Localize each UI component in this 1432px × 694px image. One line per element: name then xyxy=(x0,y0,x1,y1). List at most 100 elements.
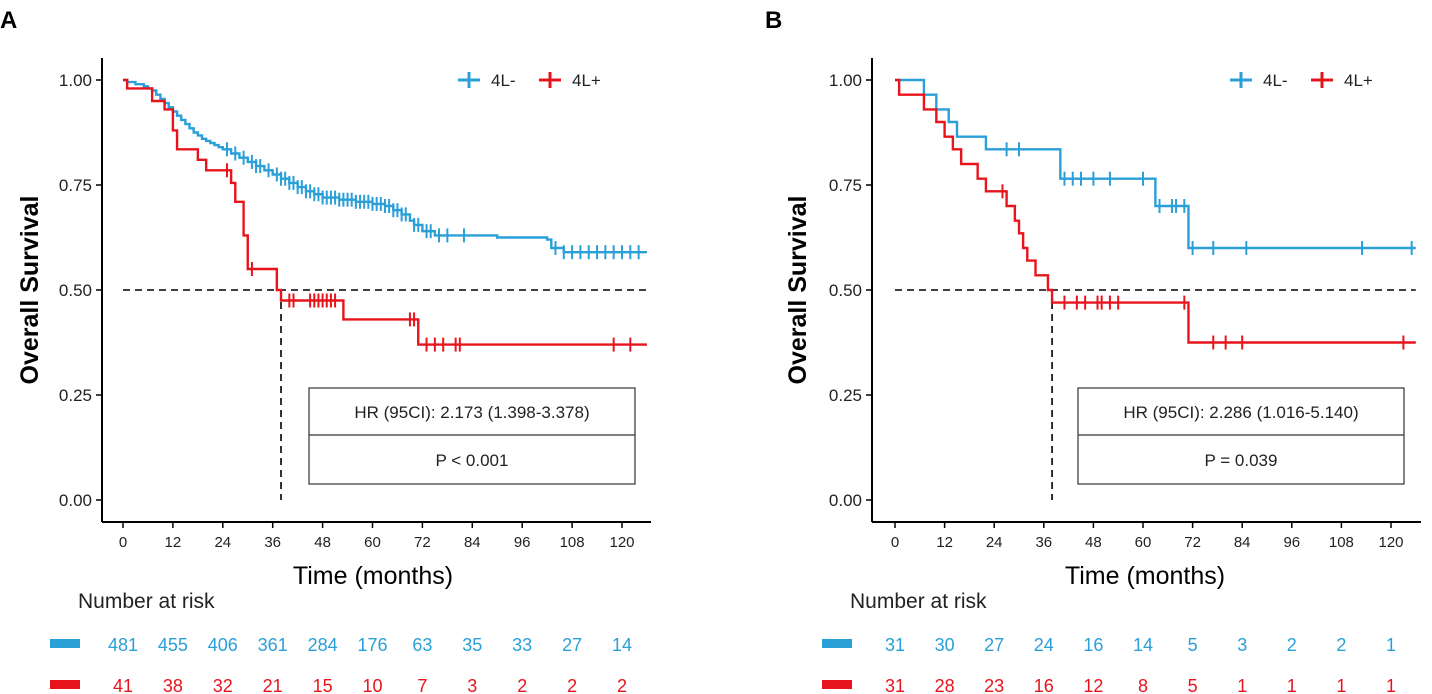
panel-b-y-ticks: 0.00 0.25 0.50 0.75 1.00 xyxy=(829,71,872,510)
x-tick-label: 12 xyxy=(165,534,182,551)
panel-a-censor-marks-4l-plus xyxy=(225,163,632,352)
risk-count: 1 xyxy=(1386,635,1396,655)
panel-b-legend-4l-minus-key xyxy=(1230,72,1252,88)
x-tick-label: 84 xyxy=(464,534,481,551)
panel-b-x-ticks: 0 12 24 36 48 60 72 84 96 108 120 xyxy=(891,522,1404,551)
panel-b-p-value-text: P = 0.039 xyxy=(1205,451,1278,470)
y-tick-label: 0.25 xyxy=(59,386,92,405)
x-tick-label: 120 xyxy=(609,534,634,551)
risk-count: 2 xyxy=(617,676,627,694)
x-tick-label: 60 xyxy=(1135,534,1152,551)
panel-a-risk-row-4l-minus-swatch xyxy=(50,639,80,648)
x-tick-label: 36 xyxy=(1035,534,1052,551)
panel-a-legend-4l-minus-key xyxy=(458,72,480,88)
panel-b: B Overall Survival 0.000.250.500.751.00 … xyxy=(765,7,1421,694)
x-tick-label: 120 xyxy=(1378,534,1403,551)
x-tick-label: 84 xyxy=(1234,534,1251,551)
panel-a-curve-4l-minus xyxy=(123,78,647,254)
risk-count: 35 xyxy=(462,635,482,655)
panel-b-risk-table-title: Number at risk xyxy=(850,590,987,613)
risk-count: 33 xyxy=(512,635,532,655)
risk-count: 10 xyxy=(362,676,382,694)
panel-b-legend-label-4l-plus: 4L+ xyxy=(1344,71,1373,90)
risk-count: 31 xyxy=(885,676,905,694)
y-tick-label: 1.00 xyxy=(829,71,862,90)
risk-count: 3 xyxy=(467,676,477,694)
x-tick-label: 24 xyxy=(214,534,231,551)
panel-b-censor-marks-4l-plus xyxy=(1001,184,1405,350)
risk-count: 2 xyxy=(1336,635,1346,655)
y-tick-label: 1.00 xyxy=(59,71,92,90)
risk-count: 12 xyxy=(1083,676,1103,694)
x-tick-label: 24 xyxy=(986,534,1003,551)
risk-count: 27 xyxy=(562,635,582,655)
risk-count: 14 xyxy=(1133,635,1153,655)
risk-count: 21 xyxy=(263,676,283,694)
panel-a-risk-row-4l-plus: 41 38 32 21 15 10 7 3 2 2 2 xyxy=(113,676,627,694)
panel-b-censor-marks-4l-minus xyxy=(1005,142,1413,255)
panel-a-legend-4l-plus-key xyxy=(539,72,561,88)
risk-count: 23 xyxy=(984,676,1004,694)
panel-a-stats-box: HR (95CI): 2.173 (1.398-3.378) P < 0.001 xyxy=(308,387,636,485)
x-tick-label: 12 xyxy=(936,534,953,551)
x-tick-label: 0 xyxy=(119,534,127,551)
x-tick-label: 48 xyxy=(1085,534,1102,551)
panel-b-curve-4l-minus xyxy=(895,78,1416,250)
y-tick-label: 0.75 xyxy=(59,176,92,195)
risk-count: 5 xyxy=(1188,635,1198,655)
risk-count: 2 xyxy=(567,676,577,694)
risk-count: 3 xyxy=(1237,635,1247,655)
y-tick-label: 0.00 xyxy=(829,491,862,510)
risk-count: 455 xyxy=(158,635,188,655)
risk-count: 14 xyxy=(612,635,632,655)
risk-count: 5 xyxy=(1188,676,1198,694)
risk-count: 1 xyxy=(1237,676,1247,694)
y-tick-label: 0.50 xyxy=(829,281,862,300)
risk-count: 63 xyxy=(412,635,432,655)
panel-a: A Overall Survival 0.000.250.500.751.00 … xyxy=(0,7,651,694)
panel-b-risk-row-4l-minus-swatch xyxy=(822,639,852,648)
panel-a-p-value-text: P < 0.001 xyxy=(436,451,509,470)
panel-a-y-axis-title: Overall Survival xyxy=(16,195,44,384)
risk-count: 41 xyxy=(113,676,133,694)
panel-a-hazard-ratio-text: HR (95CI): 2.173 (1.398-3.378) xyxy=(354,403,589,422)
x-tick-label: 60 xyxy=(364,534,381,551)
panel-a-risk-table-title: Number at risk xyxy=(78,590,215,613)
risk-count: 284 xyxy=(308,635,338,655)
x-tick-label: 96 xyxy=(1283,534,1300,551)
risk-count: 481 xyxy=(108,635,138,655)
x-tick-label: 36 xyxy=(264,534,281,551)
panel-b-stats-box: HR (95CI): 2.286 (1.016-5.140) P = 0.039 xyxy=(1077,387,1405,485)
risk-count: 2 xyxy=(1287,635,1297,655)
y-tick-label: 0.00 xyxy=(59,491,92,510)
risk-count: 31 xyxy=(885,635,905,655)
risk-count: 176 xyxy=(357,635,387,655)
panel-b-hazard-ratio-text: HR (95CI): 2.286 (1.016-5.140) xyxy=(1123,403,1358,422)
panel-b-legend-label-4l-minus: 4L- xyxy=(1263,71,1288,90)
panel-a-curve-4l-plus xyxy=(123,78,647,346)
panel-a-censor-marks-4l-minus xyxy=(225,142,640,260)
panel-a-legend: 4L- 4L+ xyxy=(458,71,601,90)
panel-b-label: B xyxy=(765,7,782,34)
risk-count: 16 xyxy=(1034,676,1054,694)
y-tick-label: 0.25 xyxy=(829,386,862,405)
risk-count: 1 xyxy=(1386,676,1396,694)
panel-a-risk-row-4l-plus-swatch xyxy=(50,680,80,689)
panel-b-curve-4l-plus xyxy=(895,78,1416,344)
risk-count: 15 xyxy=(313,676,333,694)
panel-a-y-ticks: 0.00 0.25 0.50 0.75 1.00 xyxy=(59,71,102,510)
risk-count: 24 xyxy=(1034,635,1054,655)
risk-count: 7 xyxy=(417,676,427,694)
risk-count: 27 xyxy=(984,635,1004,655)
panel-b-risk-row-4l-minus: 31 30 27 24 16 14 5 3 2 2 1 xyxy=(885,635,1396,655)
panel-a-legend-label-4l-plus: 4L+ xyxy=(572,71,601,90)
risk-count: 406 xyxy=(208,635,238,655)
risk-count: 1 xyxy=(1336,676,1346,694)
x-tick-label: 48 xyxy=(314,534,331,551)
risk-count: 16 xyxy=(1083,635,1103,655)
x-tick-label: 72 xyxy=(414,534,431,551)
y-tick-label: 0.75 xyxy=(829,176,862,195)
x-tick-label: 0 xyxy=(891,534,899,551)
panel-b-legend-4l-plus-key xyxy=(1311,72,1333,88)
